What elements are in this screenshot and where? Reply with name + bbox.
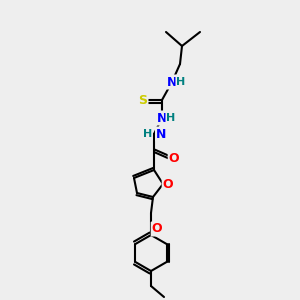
Text: N: N (156, 128, 166, 140)
Text: O: O (169, 152, 179, 166)
Text: O: O (163, 178, 173, 190)
Text: H: H (143, 129, 152, 139)
Text: N: N (157, 112, 167, 124)
Text: S: S (139, 94, 148, 106)
Text: H: H (176, 77, 186, 87)
Text: N: N (167, 76, 177, 88)
Text: O: O (152, 223, 162, 236)
Text: H: H (167, 113, 176, 123)
